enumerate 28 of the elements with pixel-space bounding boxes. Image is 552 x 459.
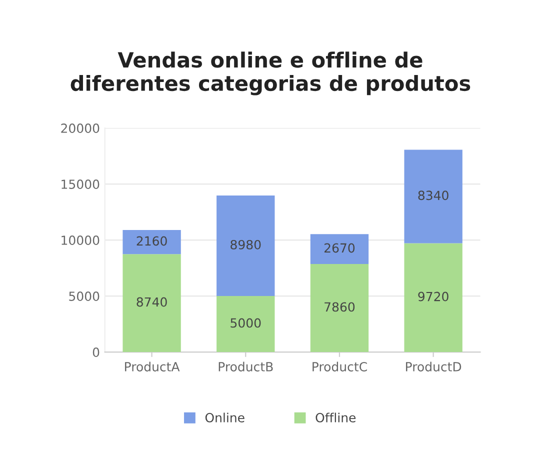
bar bbox=[404, 150, 462, 244]
bar bbox=[122, 254, 181, 352]
y-tick-label: 0 bbox=[92, 348, 100, 357]
x-tick-label: ProductC bbox=[312, 362, 367, 372]
chart-title: Vendas online e offline de diferentes categorias de produtos bbox=[70, 52, 470, 96]
x-tick-label: ProductB bbox=[218, 362, 273, 372]
bar bbox=[404, 243, 462, 352]
x-tick-label: ProductA bbox=[125, 362, 180, 372]
y-tick-label: 15000 bbox=[62, 180, 100, 189]
data-label: 8340 bbox=[418, 190, 448, 200]
y-tick-label: 20000 bbox=[61, 124, 100, 133]
data-label: 2670 bbox=[324, 243, 355, 253]
legend-label: Online bbox=[205, 412, 244, 422]
legend-label: Offline bbox=[316, 412, 356, 422]
data-label: 5000 bbox=[230, 318, 261, 328]
bar bbox=[216, 195, 275, 296]
data-label: 9720 bbox=[418, 292, 448, 302]
data-label: 7860 bbox=[324, 302, 355, 312]
bar bbox=[310, 234, 369, 264]
bar bbox=[216, 296, 275, 352]
y-tick-label: 5000 bbox=[69, 292, 100, 301]
data-label: 8980 bbox=[230, 240, 261, 250]
data-label: 2160 bbox=[136, 236, 167, 246]
bar bbox=[310, 264, 369, 352]
data-label: 8740 bbox=[136, 297, 167, 307]
x-tick-label: ProductD bbox=[406, 362, 462, 372]
y-tick-label: 10000 bbox=[62, 236, 100, 245]
bar bbox=[122, 230, 181, 254]
